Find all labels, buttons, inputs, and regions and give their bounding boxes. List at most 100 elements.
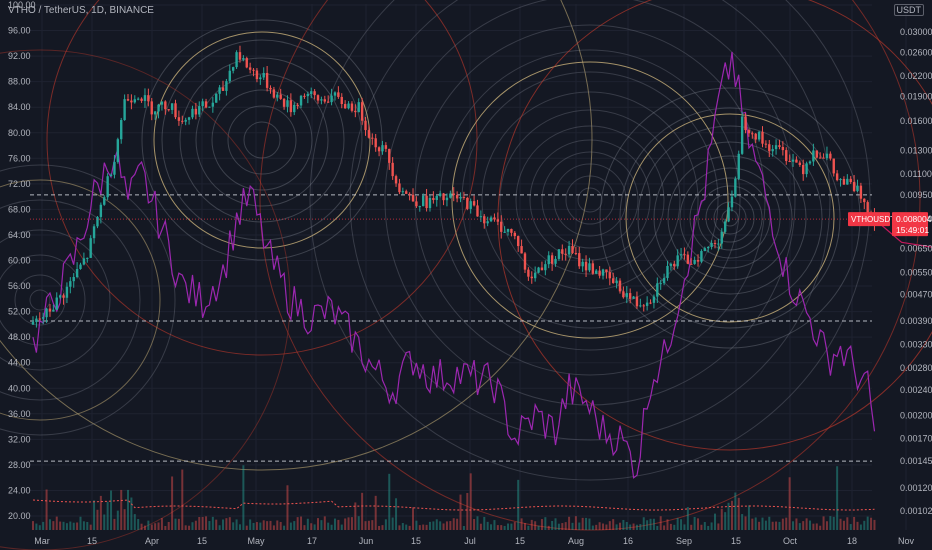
countdown-text: 15:49:01: [896, 225, 929, 235]
candle-body: [75, 268, 79, 278]
candle-body: [303, 95, 306, 97]
candle-body: [489, 217, 493, 222]
volume-bar: [327, 522, 330, 530]
x-tick-label: Apr: [145, 536, 159, 546]
overlay-circle: [14, 274, 66, 326]
right-tick-label: 0.001020: [900, 506, 932, 516]
candle-body: [394, 176, 398, 184]
candle-body: [391, 162, 394, 177]
left-tick-label: 32.00: [8, 434, 31, 444]
candle-body: [116, 139, 120, 162]
volume-bar: [527, 525, 530, 530]
volume-bar: [191, 522, 194, 530]
candle-body: [849, 178, 852, 183]
volume-bar: [873, 519, 876, 530]
candle-body: [79, 264, 82, 269]
candle-body: [818, 157, 822, 159]
candle-body: [835, 173, 839, 181]
candle-body: [82, 258, 86, 265]
volume-bar: [798, 523, 801, 530]
candle-body: [388, 148, 391, 163]
volume-bar: [510, 523, 513, 530]
candle-body: [645, 302, 649, 306]
candle-body: [218, 87, 221, 94]
candle-body: [696, 259, 700, 262]
candle-body: [859, 185, 863, 199]
volume-bar: [259, 522, 262, 530]
candle-body: [802, 164, 805, 175]
candle-body: [669, 263, 673, 266]
left-tick-label: 56.00: [8, 281, 31, 291]
overlay-circle: [565, 175, 615, 225]
overlay-circle: [697, 185, 763, 251]
overlay-circle: [637, 125, 823, 311]
candle-body: [181, 120, 184, 122]
volume-bar: [720, 508, 723, 530]
volume-bar: [605, 524, 608, 530]
candle-body: [438, 193, 442, 197]
volume-bar: [622, 519, 625, 530]
candle-body: [785, 150, 788, 162]
volume-bar: [283, 525, 286, 530]
volume-bar: [490, 524, 493, 530]
volume-bar: [666, 519, 669, 530]
volume-bar: [405, 524, 408, 530]
candle-body: [150, 101, 153, 115]
candle-body: [513, 232, 517, 237]
candle-body: [628, 293, 632, 299]
overlay-circle: [243, 121, 281, 159]
volume-bar: [147, 520, 150, 530]
candle-body: [863, 198, 866, 203]
volume-bar: [808, 520, 811, 530]
volume-bar: [340, 524, 343, 530]
candle-body: [58, 295, 62, 298]
candle-body: [757, 131, 761, 140]
volume-bar: [781, 518, 784, 530]
candle-body: [293, 104, 296, 113]
candle-body: [198, 106, 201, 115]
volume-bar: [452, 518, 455, 530]
volume-bar: [792, 521, 795, 530]
volume-bar: [306, 518, 309, 530]
volume-bar: [856, 521, 859, 530]
candle-body: [421, 195, 425, 207]
candle-body: [364, 120, 367, 131]
volume-bar: [323, 516, 326, 530]
symbol-tag: [848, 212, 890, 227]
volume-bar: [252, 522, 255, 530]
volume-bar: [289, 522, 292, 530]
volume-bar: [595, 524, 598, 530]
candle-body: [167, 109, 170, 111]
candle-body: [330, 95, 333, 103]
currency-badge[interactable]: USDT: [893, 4, 924, 16]
candle-body: [608, 272, 612, 279]
candle-body: [707, 246, 710, 249]
volume-bar: [608, 521, 611, 530]
volume-bar: [127, 489, 130, 530]
candle-body: [717, 243, 720, 245]
candle-body: [133, 99, 136, 103]
volume-bar: [89, 524, 92, 530]
candle-body: [191, 108, 194, 118]
volume-bar: [825, 521, 828, 530]
candle-body: [781, 146, 785, 151]
volume-bar: [585, 517, 588, 530]
volume-bar: [778, 521, 781, 530]
volume-bar: [656, 525, 659, 530]
x-tick-label: 16: [623, 536, 633, 546]
candle-body: [289, 100, 293, 113]
candle-body: [337, 92, 340, 97]
overlay-circle: [499, 109, 681, 291]
candlestick-series: [31, 45, 876, 328]
volume-bars: [32, 465, 876, 530]
left-tick-label: 52.00: [8, 307, 31, 317]
candle-body: [683, 254, 686, 256]
overlay-circle: [161, 39, 363, 241]
candle-body: [252, 69, 255, 71]
volume-bar: [466, 492, 469, 530]
volume-bar: [646, 520, 649, 530]
